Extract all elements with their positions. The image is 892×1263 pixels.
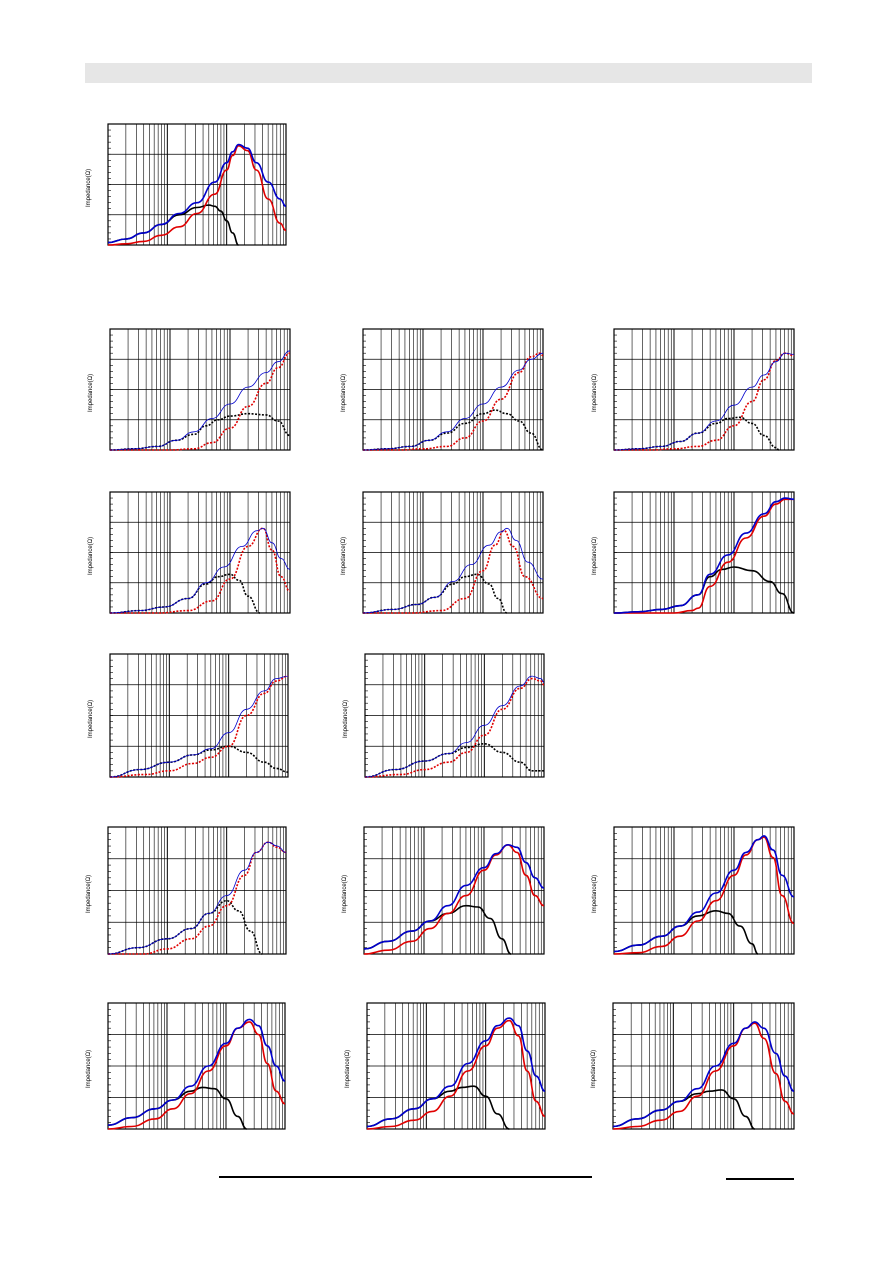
series-line-0 [109, 412, 291, 451]
series-line-2 [613, 497, 795, 614]
impedance-chart: Impedance(Ω) [342, 826, 545, 955]
chart-plot-area [613, 491, 795, 614]
chart-plot-area [612, 1002, 795, 1130]
impedance-chart: Impedance(Ω) [592, 826, 795, 955]
y-axis-label: Impedance(Ω) [86, 1049, 92, 1088]
header-bar [85, 63, 812, 83]
series-line-2 [107, 1018, 286, 1126]
chart-plot-area [107, 826, 287, 955]
series-line-1 [107, 144, 287, 246]
series-line-1 [613, 352, 795, 451]
series-line-2 [362, 527, 544, 614]
chart-plot-area [107, 1002, 286, 1130]
chart-plot-area [613, 826, 795, 955]
series-line-2 [107, 143, 287, 244]
chart-plot-area [363, 826, 545, 955]
series-line-1 [613, 836, 795, 955]
footer-rule-left [219, 1176, 592, 1178]
y-axis-label: Impedance(Ω) [88, 699, 94, 738]
series-line-2 [366, 1017, 546, 1128]
y-axis-label: Impedance(Ω) [592, 874, 598, 913]
series-line-1 [613, 498, 794, 614]
chart-plot-area [109, 328, 291, 451]
impedance-chart: Impedance(Ω) [88, 328, 291, 451]
series-line-0 [362, 573, 508, 614]
plot-frame [613, 826, 795, 955]
series-line-2 [109, 527, 291, 614]
impedance-chart: Impedance(Ω) [341, 328, 544, 451]
plot-frame [612, 1002, 795, 1130]
series-line-1 [363, 843, 545, 955]
plot-frame [613, 328, 795, 451]
series-line-2 [362, 352, 544, 451]
impedance-chart: Impedance(Ω) [591, 1002, 795, 1130]
impedance-chart: Impedance(Ω) [86, 123, 287, 246]
series-line-1 [109, 527, 291, 614]
impedance-chart: Impedance(Ω) [343, 653, 545, 778]
plot-frame [107, 123, 287, 246]
y-axis-label: Impedance(Ω) [592, 373, 598, 412]
impedance-chart: Impedance(Ω) [86, 1002, 286, 1130]
plot-frame [109, 491, 291, 614]
impedance-chart: Impedance(Ω) [341, 491, 544, 614]
y-axis-label: Impedance(Ω) [86, 168, 92, 207]
series-line-0 [363, 904, 512, 955]
series-line-1 [109, 352, 291, 451]
y-axis-label: Impedance(Ω) [591, 1049, 597, 1088]
series-line-1 [107, 1021, 286, 1130]
footer-rule-right [726, 1178, 794, 1180]
series-line-2 [109, 350, 291, 451]
y-axis-label: Impedance(Ω) [341, 536, 347, 575]
plot-frame [109, 653, 289, 778]
series-line-1 [364, 677, 545, 778]
plot-frame [109, 328, 291, 451]
y-axis-label: Impedance(Ω) [341, 373, 347, 412]
chart-plot-area [364, 653, 545, 778]
y-axis-label: Impedance(Ω) [86, 874, 92, 913]
series-line-1 [362, 529, 544, 614]
impedance-chart: Impedance(Ω) [345, 1002, 546, 1130]
y-axis-label: Impedance(Ω) [345, 1049, 351, 1088]
chart-plot-area [613, 328, 795, 451]
series-line-1 [612, 1022, 795, 1130]
plot-frame [366, 1002, 546, 1130]
series-line-2 [363, 843, 545, 950]
series-line-2 [613, 835, 795, 953]
impedance-chart: Impedance(Ω) [592, 328, 795, 451]
chart-plot-area [107, 123, 287, 246]
series-line-2 [613, 352, 795, 451]
y-axis-label: Impedance(Ω) [88, 373, 94, 412]
plot-frame [107, 1002, 286, 1130]
plot-frame [362, 491, 544, 614]
impedance-chart: Impedance(Ω) [592, 491, 795, 614]
y-axis-label: Impedance(Ω) [342, 874, 348, 913]
chart-plot-area [109, 653, 289, 778]
series-line-0 [109, 573, 261, 614]
y-axis-label: Impedance(Ω) [592, 536, 598, 575]
chart-plot-area [366, 1002, 546, 1130]
series-line-0 [613, 416, 780, 451]
plot-frame [107, 826, 287, 955]
y-axis-label: Impedance(Ω) [88, 536, 94, 575]
series-line-1 [362, 352, 544, 451]
series-line-2 [109, 675, 289, 778]
impedance-chart: Impedance(Ω) [86, 826, 287, 955]
series-line-2 [107, 841, 287, 955]
series-line-2 [612, 1021, 795, 1128]
series-line-1 [366, 1019, 546, 1130]
impedance-chart: Impedance(Ω) [88, 491, 291, 614]
y-axis-label: Impedance(Ω) [343, 699, 349, 738]
plot-frame [362, 328, 544, 451]
series-line-0 [613, 566, 795, 614]
chart-plot-area [362, 491, 544, 614]
series-line-0 [362, 409, 544, 451]
plot-frame [363, 826, 545, 955]
chart-plot-area [109, 491, 291, 614]
series-line-2 [364, 675, 545, 778]
plot-frame [364, 653, 545, 778]
impedance-chart: Impedance(Ω) [88, 653, 289, 778]
chart-plot-area [362, 328, 544, 451]
plot-frame [613, 491, 795, 614]
